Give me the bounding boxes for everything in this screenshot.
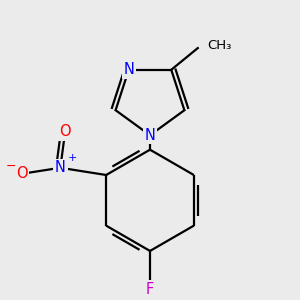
- Text: N: N: [55, 160, 66, 175]
- Text: −: −: [6, 160, 16, 173]
- Text: F: F: [146, 282, 154, 297]
- Text: O: O: [59, 124, 71, 139]
- Text: N: N: [145, 128, 155, 143]
- Text: O: O: [16, 166, 28, 181]
- Text: CH₃: CH₃: [207, 39, 232, 52]
- Text: +: +: [68, 153, 77, 163]
- Text: N: N: [123, 62, 134, 77]
